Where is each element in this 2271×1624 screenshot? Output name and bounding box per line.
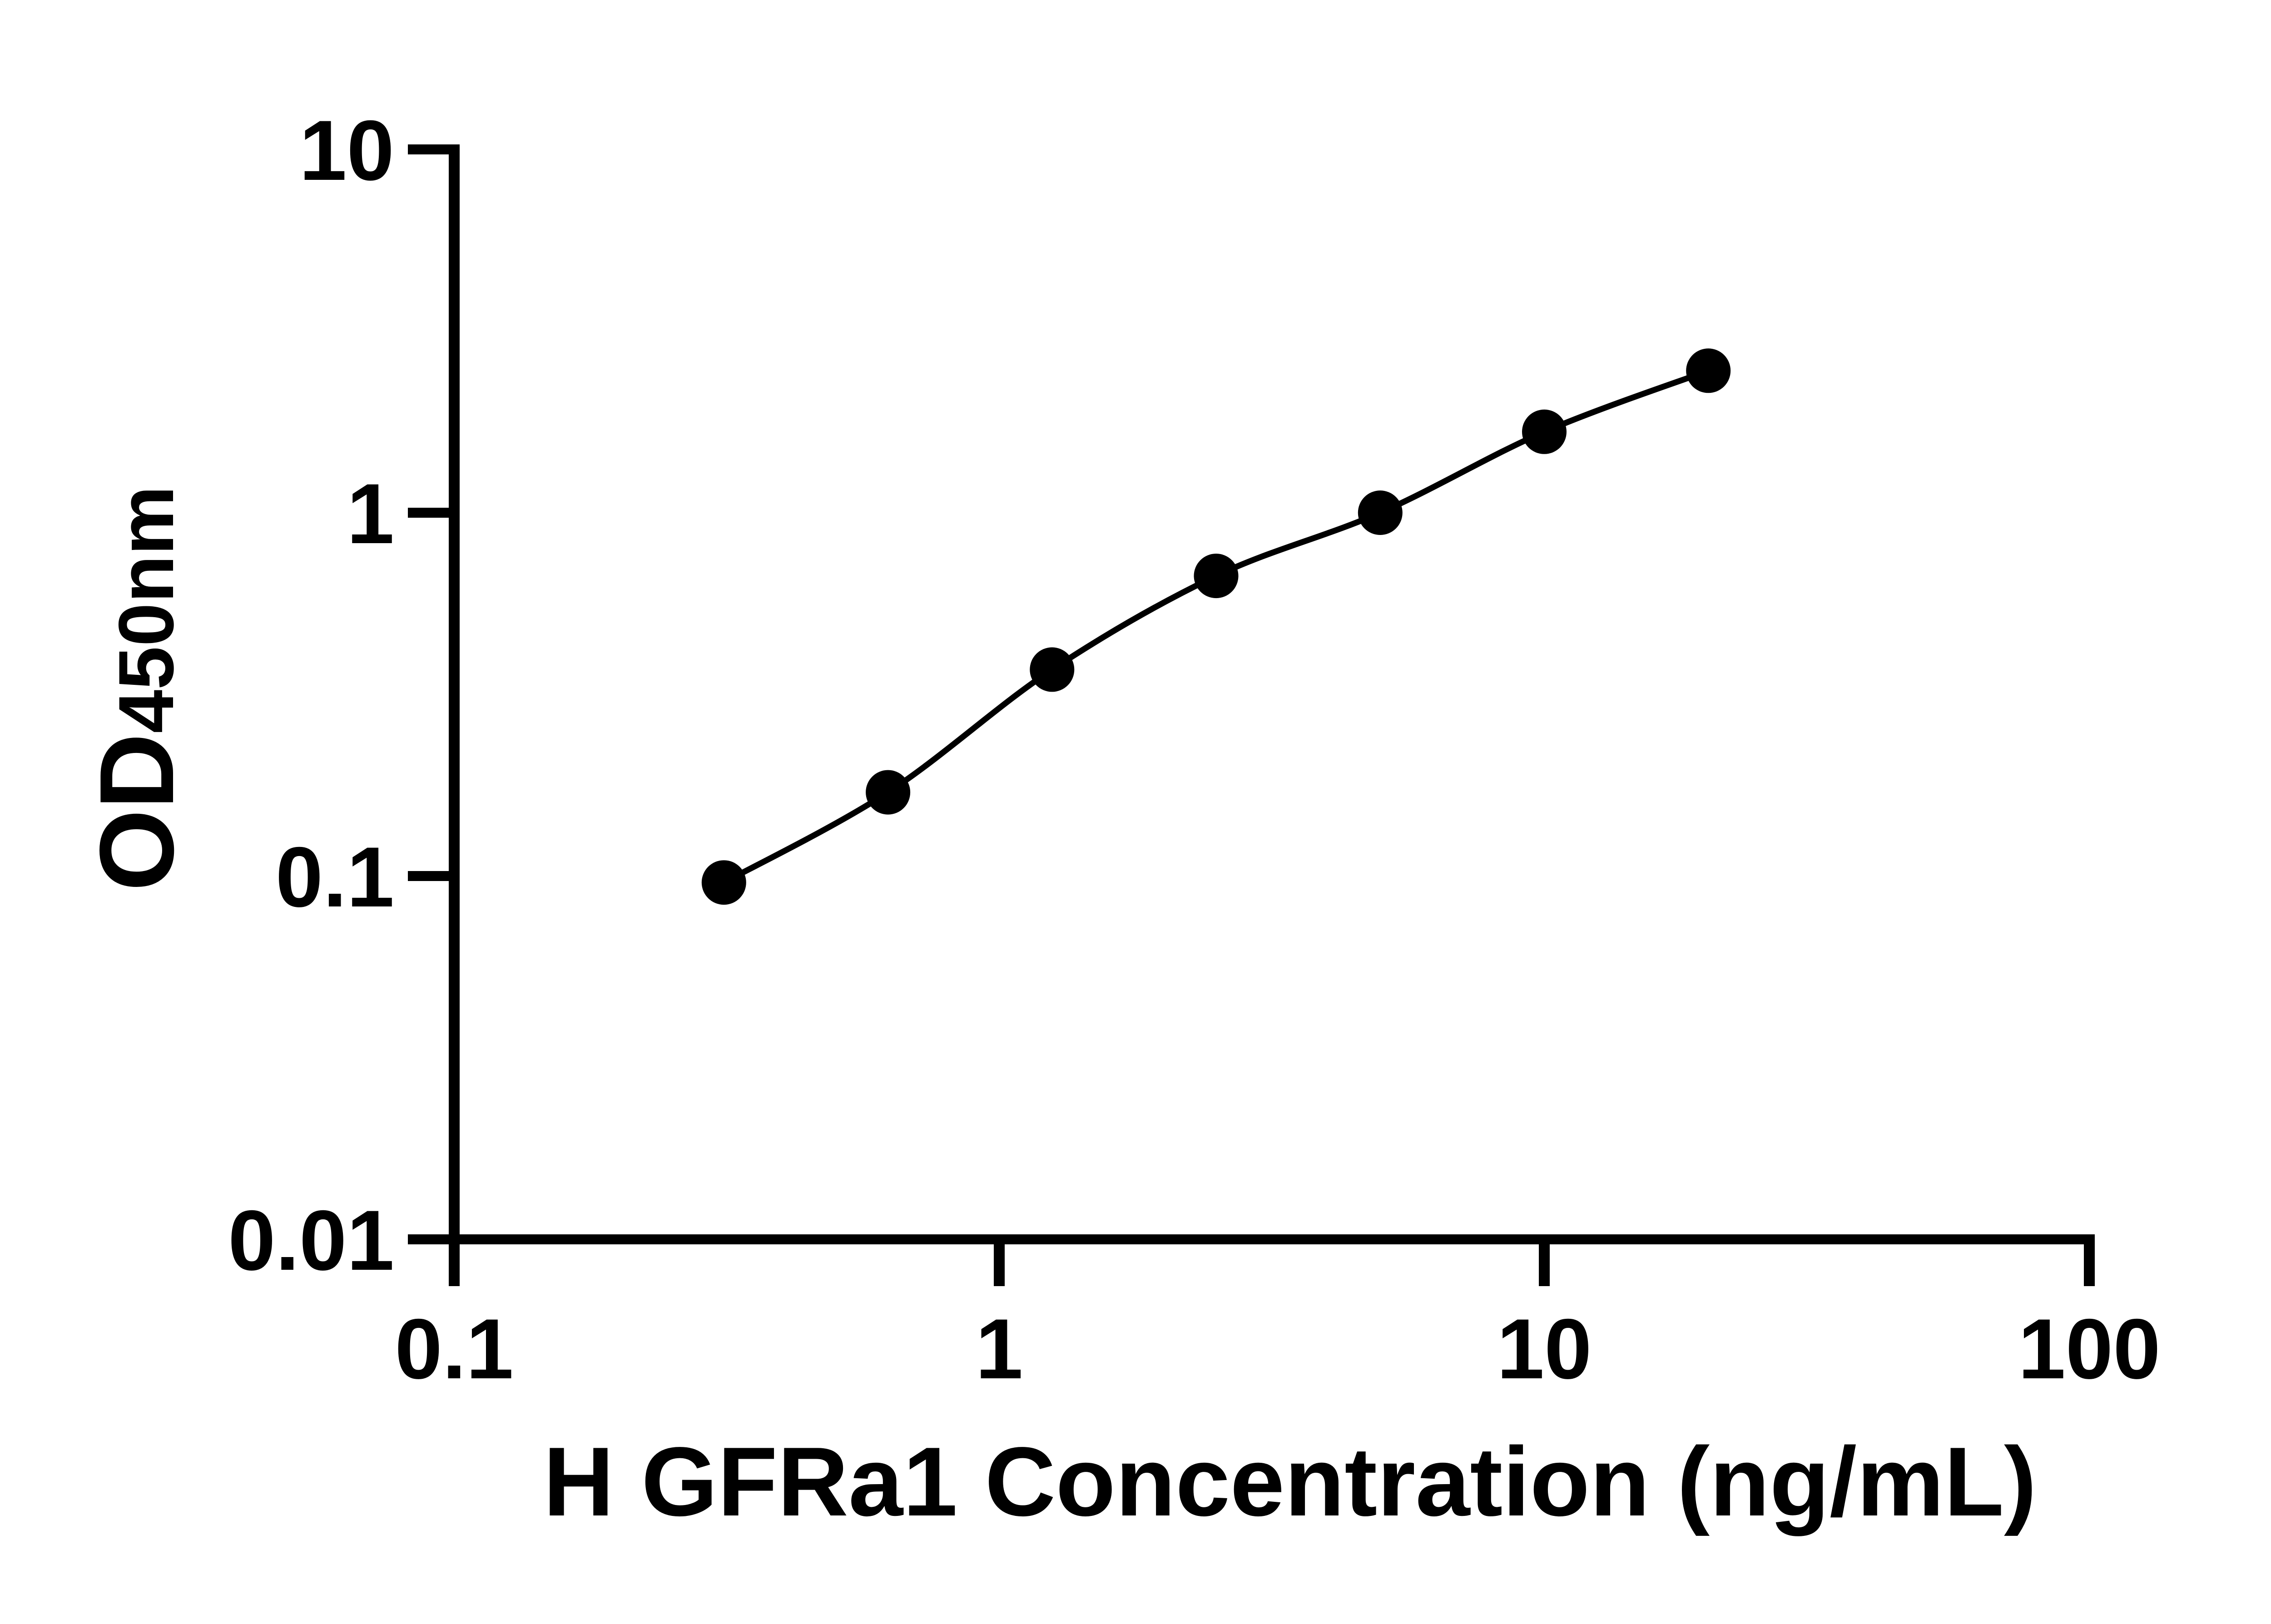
y-tick-label: 0.1	[276, 829, 394, 925]
data-point	[1030, 647, 1075, 692]
y-axis-title: OD450nm	[78, 325, 196, 1052]
data-point	[1194, 554, 1239, 599]
y-tick-label: 10	[299, 103, 394, 198]
data-point	[866, 770, 911, 815]
y-tick-label: 0.01	[228, 1193, 394, 1288]
y-tick-label: 1	[347, 466, 394, 561]
x-tick-label: 100	[2018, 1301, 2161, 1396]
data-point	[1522, 409, 1567, 454]
data-point	[701, 860, 746, 905]
data-point	[1686, 348, 1731, 393]
y-axis-title-main: OD	[78, 733, 196, 891]
x-axis-title: H GFRa1 Concentration (ng/mL)	[543, 1426, 2037, 1536]
x-tick-label: 1	[976, 1301, 1023, 1396]
x-tick-label: 0.1	[395, 1301, 513, 1396]
y-axis-title-subscript: 450nm	[103, 485, 190, 733]
x-tick-label: 10	[1497, 1301, 1592, 1396]
data-point	[1358, 490, 1403, 535]
